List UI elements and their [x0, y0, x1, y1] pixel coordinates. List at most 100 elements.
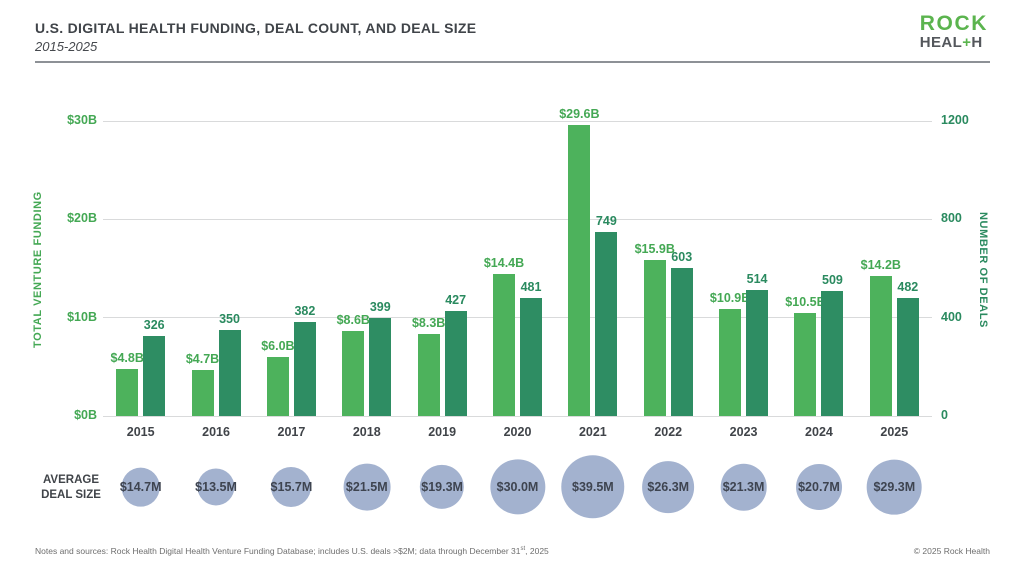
gridline [103, 317, 932, 319]
funding-value-label: $8.3B [411, 316, 446, 331]
average-deal-size-bubble [197, 468, 235, 506]
left-axis-tick: $10B [67, 309, 97, 324]
deal-count-bar [218, 329, 241, 416]
x-axis-year-label: 2018 [352, 425, 381, 439]
x-axis-year-label: 2015 [126, 425, 155, 439]
funding-bar [116, 368, 139, 416]
funding-value-label: $14.2B [860, 258, 901, 273]
x-axis-year-label: 2020 [503, 425, 532, 439]
average-deal-size-value: $14.7M [119, 480, 162, 494]
funding-bar [417, 334, 440, 416]
average-deal-size-bubble [343, 463, 391, 511]
deal-count-value-label: 481 [520, 279, 542, 294]
deal-count-bar [670, 267, 693, 416]
deal-count-value-label: 427 [445, 293, 467, 308]
deal-count-value-label: 350 [219, 311, 240, 326]
page-subtitle: 2015-2025 [35, 39, 98, 54]
deal-count-bar [520, 297, 542, 416]
funding-value-label: $6.0B [261, 339, 295, 353]
deal-count-bar [293, 322, 316, 416]
logo-rock-text: ROCK [919, 12, 988, 35]
average-deal-size-value: $26.3M [647, 480, 690, 494]
left-axis-tick: $0B [74, 408, 97, 422]
x-axis-year-label: 2023 [729, 425, 758, 439]
x-axis-year-label: 2016 [202, 425, 230, 439]
deal-count-bar [746, 289, 769, 416]
rock-health-logo: ROCK HEAL+H [920, 13, 988, 50]
deal-count-bar [369, 317, 392, 416]
deal-count-value-label: 509 [822, 272, 843, 287]
funding-bar [342, 331, 365, 416]
funding-value-label: $4.8B [110, 350, 144, 365]
left-axis-title: TOTAL VENTURE FUNDING [32, 191, 44, 349]
average-deal-size-bubble [866, 459, 922, 515]
funding-bar [794, 312, 817, 416]
funding-value-label: $29.6B [559, 106, 600, 121]
average-deal-size-value: $30.0M [496, 480, 539, 494]
footer-notes: Notes and sources: Rock Health Digital H… [35, 546, 549, 556]
average-deal-size-bubble [561, 455, 625, 519]
x-axis-year-label: 2022 [654, 425, 683, 439]
right-axis-title: NUMBER OF DEALS [977, 212, 989, 328]
logo-health-text: HEAL+H [919, 34, 983, 51]
average-deal-size-bubble [121, 467, 161, 507]
x-axis-year-label: 2019 [428, 425, 457, 439]
page-title: U.S. DIGITAL HEALTH FUNDING, DEAL COUNT,… [35, 20, 477, 36]
x-axis-year-label: 2017 [277, 425, 306, 439]
average-deal-size-value: $13.5M [195, 480, 237, 494]
deal-count-value-label: 399 [369, 299, 391, 314]
funding-bar [869, 276, 892, 416]
left-axis-tick: $30B [67, 113, 97, 127]
right-axis-tick: 400 [941, 309, 962, 324]
funding-bar [568, 124, 591, 416]
deal-count-bar [821, 290, 844, 416]
funding-value-label: $4.7B [185, 351, 220, 366]
average-deal-size-bubble [419, 464, 465, 510]
right-axis-tick: 800 [941, 211, 962, 226]
average-deal-size-bubble [795, 464, 842, 510]
deal-count-value-label: 514 [746, 271, 768, 286]
average-deal-size-bubble [642, 461, 695, 513]
funding-value-label: $10.5B [785, 294, 826, 309]
header-divider [35, 61, 990, 63]
left-axis-tick: $20B [67, 211, 97, 226]
average-deal-size-bubble [489, 459, 546, 515]
average-deal-size-bubble [720, 463, 767, 511]
funding-value-label: $14.4B [483, 256, 525, 271]
x-axis-year-label: 2021 [578, 425, 607, 439]
right-axis-tick: 0 [941, 408, 948, 422]
deal-count-bar [896, 297, 919, 416]
funding-bar [191, 369, 214, 416]
gridline [103, 120, 932, 122]
gridline [103, 218, 932, 220]
funding-bar [719, 308, 742, 416]
deal-count-bar [595, 231, 618, 416]
average-deal-size-value: $39.5M [572, 480, 614, 494]
deal-count-bar [444, 311, 467, 416]
gridline [103, 415, 932, 417]
average-deal-size-caption: AVERAGE DEAL SIZE [41, 474, 101, 501]
deal-count-value-label: 482 [897, 279, 919, 294]
right-axis-tick: 1200 [941, 113, 969, 127]
deal-count-value-label: 603 [671, 249, 693, 264]
x-axis-year-label: 2024 [805, 425, 833, 439]
average-deal-size-value: $20.7M [798, 480, 840, 494]
funding-value-label: $8.6B [336, 313, 370, 328]
footer-copyright: © 2025 Rock Health [913, 546, 990, 556]
average-deal-size-value: $15.7M [270, 480, 313, 494]
average-deal-size-value: $29.3M [873, 480, 916, 494]
funding-value-label: $10.9B [709, 290, 751, 305]
logo-plus-icon: + [962, 34, 972, 51]
deal-count-bar [143, 335, 166, 416]
average-deal-size-value: $21.3M [722, 480, 765, 494]
deal-count-value-label: 326 [143, 317, 165, 332]
funding-value-label: $15.9B [634, 241, 675, 256]
average-deal-size-value: $21.5M [345, 480, 388, 494]
average-deal-size-value: $19.3M [421, 480, 463, 494]
funding-bar [266, 357, 289, 416]
deal-count-value-label: 749 [595, 213, 617, 228]
funding-bar [493, 274, 515, 416]
deal-count-value-label: 382 [294, 304, 316, 319]
